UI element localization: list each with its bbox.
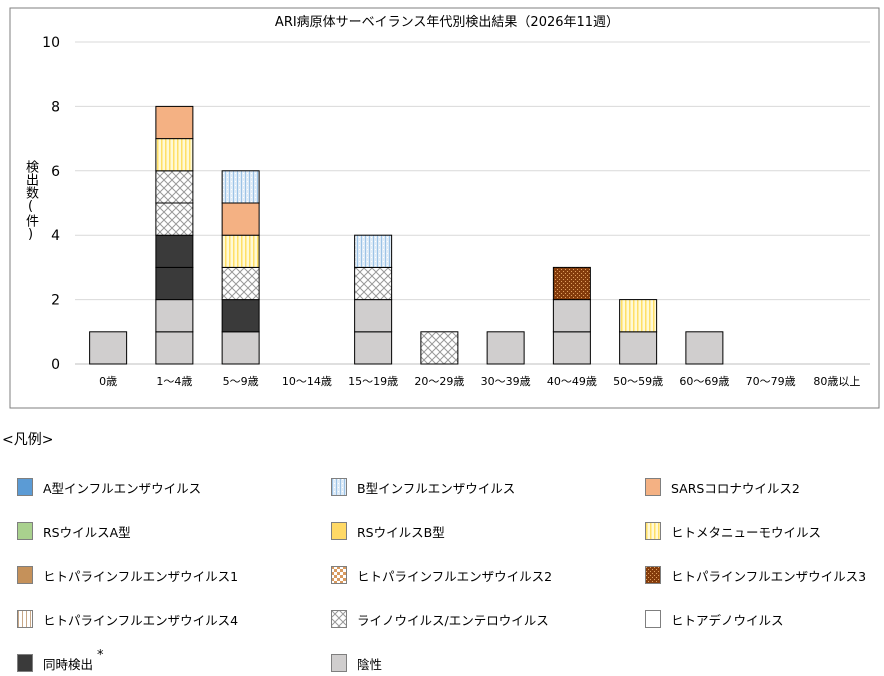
x-tick-label: 1～4歳 [156,375,192,388]
legend-swatch [17,522,33,540]
legend-swatch [645,478,661,496]
y-tick-label: 10 [42,35,60,51]
bar-segment-rhino [354,266,393,301]
legend-label: ヒトパラインフルエンザウイルス3 [671,568,867,584]
bar-segment-multi [221,299,260,333]
legend-item-fluB: B型インフルエンザウイルス [331,478,515,496]
legend-swatch [331,478,347,496]
legend-label: SARSコロナウイルス2 [671,480,800,496]
bar-segment-neg [155,299,194,333]
bar-segment-neg [354,331,393,365]
bar-segment-fluB [354,234,393,268]
legend-item-hpiv2: ヒトパラインフルエンザウイルス2 [331,566,552,584]
bar-segment-sars [155,105,194,140]
legend-label: ヒトパラインフルエンザウイルス2 [357,568,553,584]
bar-segment-neg [552,331,591,365]
bar-segment-rhino [420,331,459,365]
bar-segment-neg [619,331,658,365]
legend-item-hpiv4: ヒトパラインフルエンザウイルス4 [17,610,238,628]
bar-segment-hmpv [619,299,658,333]
legend-label: RSウイルスA型 [43,524,131,540]
legend-item-fluA: A型インフルエンザウイルス [17,478,201,496]
legend-item-hpiv3: ヒトパラインフルエンザウイルス3 [645,566,866,584]
x-tick-label: 0歳 [99,375,117,388]
legend-swatch [331,522,347,540]
y-tick-label: 4 [51,228,60,244]
bar-segment-sars [221,202,260,236]
legend-label: ヒトパラインフルエンザウイルス1 [43,568,239,584]
x-tick-label: 40～49歳 [547,375,597,388]
legend-label: A型インフルエンザウイルス [43,480,202,496]
legend-item-rsvA: RSウイルスA型 [17,522,131,540]
legend-swatch [17,610,33,628]
legend-item-rsvB: RSウイルスB型 [331,522,445,540]
y-tick-label: 8 [51,99,60,115]
bar-segment-hmpv [155,138,194,172]
legend-swatch [645,522,661,540]
legend-label: B型インフルエンザウイルス [357,480,516,496]
bar-segment-hmpv [221,234,260,268]
x-tick-label: 15～19歳 [348,375,398,388]
legend-item-multi: 同時検出 * [17,648,104,672]
legend-label: ライノウイルス/エンテロウイルス [357,612,549,628]
legend-label: 陰性 [357,656,383,672]
legend-swatch [17,566,33,584]
bar-segment-neg [89,331,128,365]
legend-swatch [17,654,33,672]
bar-segment-rhino [155,170,194,204]
bar-segment-neg [486,331,525,365]
chart-title: ARI病原体サーベイランス年代別検出結果（2026年11週） [275,15,619,30]
x-tick-label: 20～29歳 [414,375,464,388]
bar-segment-neg [685,331,724,365]
y-tick-label: 0 [51,357,60,373]
bar-segment-rhino [221,266,260,301]
bar-segment-hpiv3 [552,266,591,301]
x-tick-label: 5～9歳 [223,375,259,388]
legend-label: ヒトパラインフルエンザウイルス4 [43,612,239,628]
legend-swatch [331,566,347,584]
y-tick-label: 6 [51,164,60,180]
legend-label: ヒトアデノウイルス [671,612,784,628]
x-tick-label: 30～39歳 [481,375,531,388]
legend-label: RSウイルスB型 [357,524,445,540]
bar-segment-multi [155,266,194,301]
legend-swatch [331,654,347,672]
legend-label: ヒトメタニューモウイルス [671,524,822,540]
legend-item-hmpv: ヒトメタニューモウイルス [645,522,821,540]
bar-segment-neg [221,331,260,365]
footnote-mark: * [97,647,104,663]
y-tick-label: 2 [51,293,60,309]
x-tick-label: 70～79歳 [746,375,796,388]
bar-segment-rhino [155,202,194,236]
legend-label: 同時検出 [43,656,94,672]
legend-swatch [645,566,661,584]
x-tick-label: 10～14歳 [282,375,332,388]
bar-segment-neg [552,299,591,333]
y-axis-label: 検出数(件) [23,160,38,242]
bar-segment-neg [155,331,194,365]
x-tick-label: 60～69歳 [679,375,729,388]
legend-item-neg: 陰性 [331,654,382,672]
x-tick-label: 50～59歳 [613,375,663,388]
legend-item-rhino: ライノウイルス/エンテロウイルス [331,610,549,628]
legend-swatch [331,610,347,628]
legend-item-hpiv1: ヒトパラインフルエンザウイルス1 [17,566,238,584]
bar-segment-fluB [221,170,260,204]
legend-item-sars: SARSコロナウイルス2 [645,478,800,496]
legend-title: <凡例> [2,432,54,448]
bar-segment-neg [354,299,393,333]
legend-swatch [17,478,33,496]
x-tick-label: 80歳以上 [813,375,860,388]
stacked-bar-chart: ARI病原体サーベイランス年代別検出結果（2026年11週） 0歳 1～4歳 5～9… [9,7,880,409]
legend-swatch [645,610,661,628]
legend-item-adeno: ヒトアデノウイルス [645,610,784,628]
bar-segment-multi [155,234,194,268]
